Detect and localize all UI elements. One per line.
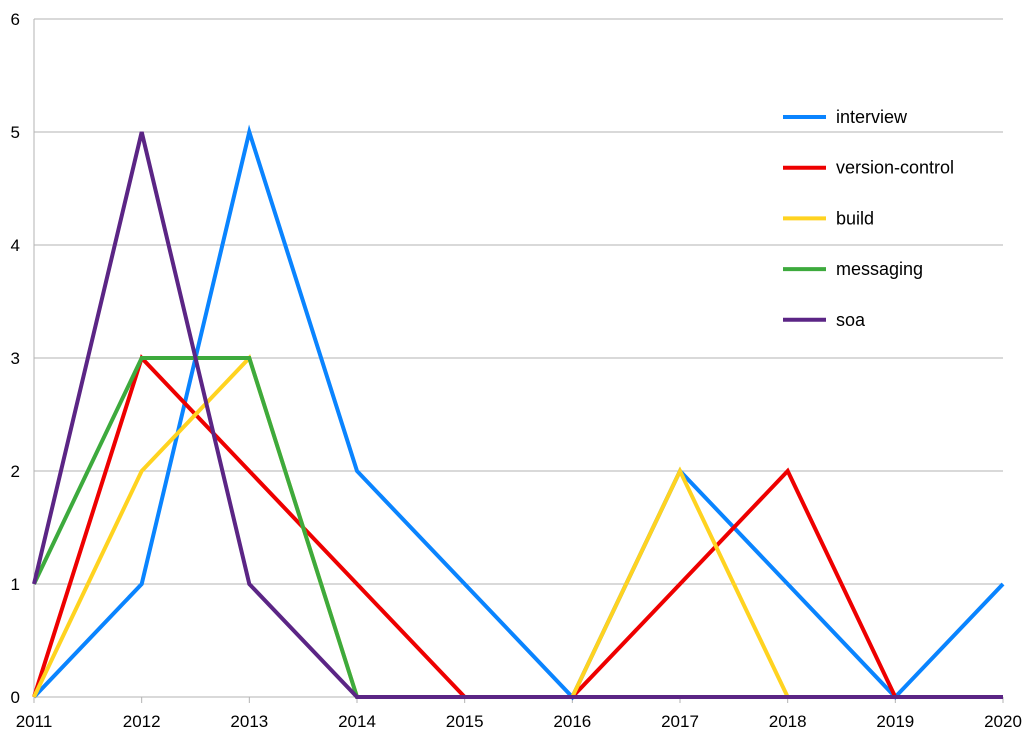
y-tick-label: 6 <box>11 10 20 29</box>
legend-label-interview: interview <box>836 107 908 127</box>
legend-label-version-control: version-control <box>836 158 954 178</box>
series-line-version-control <box>32 354 1003 699</box>
tick-labels: 0 1 2 3 4 5 6 2011 2012 2013 2014 2015 2016 2017 2018 2… <box>11 10 1022 731</box>
series-line-build <box>32 354 1003 699</box>
x-tick-label: 2015 <box>446 712 484 731</box>
series-line-soa <box>32 131 1003 699</box>
x-tick-label: 2018 <box>769 712 807 731</box>
legend-label-soa: soa <box>836 310 866 330</box>
x-tick-label: 2017 <box>661 712 699 731</box>
y-tick-label: 1 <box>11 575 20 594</box>
x-tick-label: 2011 <box>16 712 53 731</box>
y-tick-label: 3 <box>11 349 20 368</box>
x-tick-label: 2016 <box>553 712 591 731</box>
y-tick-label: 4 <box>11 236 20 255</box>
x-tick-label: 2020 <box>984 712 1022 731</box>
y-tick-label: 5 <box>11 123 20 142</box>
legend-label-messaging: messaging <box>836 259 923 279</box>
y-tick-label: 2 <box>11 462 20 481</box>
grid <box>34 18 1003 585</box>
legend-label-build: build <box>836 208 874 228</box>
series-lines <box>32 124 1005 701</box>
x-tick-label: 2014 <box>338 712 376 731</box>
series-line-messaging <box>32 356 1003 699</box>
legend: interview version-control build messaging so… <box>783 107 954 330</box>
y-tick-label: 0 <box>11 688 20 707</box>
x-tick-label: 2019 <box>876 712 914 731</box>
x-tick-label: 2013 <box>230 712 268 731</box>
x-tick-label: 2012 <box>123 712 161 731</box>
